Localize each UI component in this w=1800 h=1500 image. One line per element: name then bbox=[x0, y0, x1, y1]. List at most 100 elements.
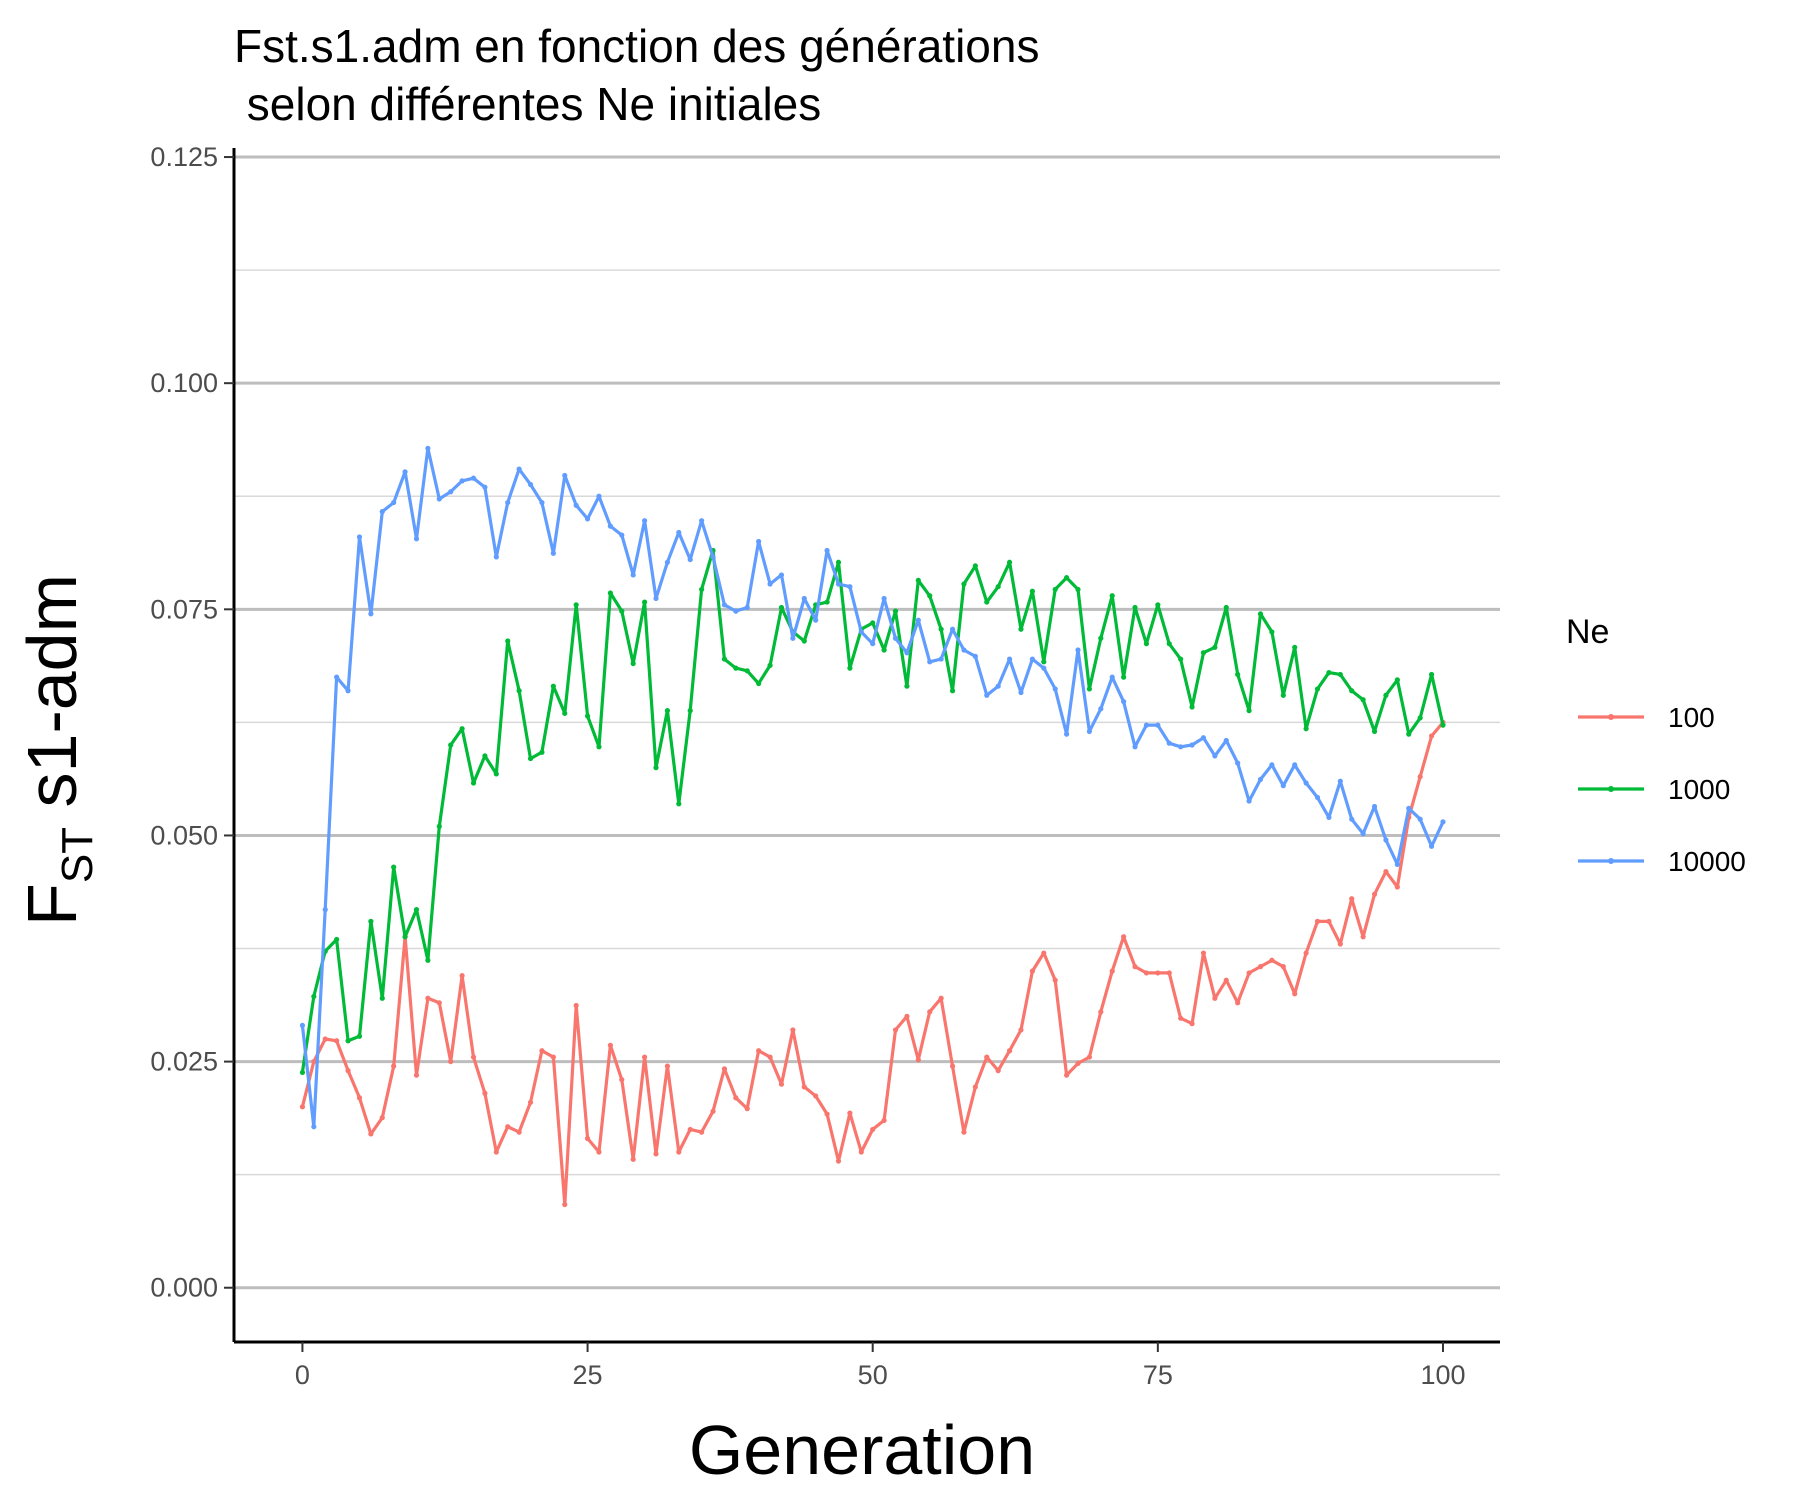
data-point bbox=[1086, 686, 1093, 692]
data-point bbox=[1200, 650, 1207, 656]
data-point bbox=[573, 602, 579, 608]
data-point bbox=[1303, 780, 1309, 786]
series-layer bbox=[299, 445, 1446, 1208]
data-point bbox=[915, 1057, 921, 1063]
data-point bbox=[1371, 803, 1378, 810]
data-point bbox=[334, 1038, 340, 1044]
chart-title-line-2: selon différentes Ne initiales bbox=[234, 78, 821, 130]
data-point bbox=[984, 599, 990, 605]
data-point bbox=[847, 1110, 853, 1116]
data-point bbox=[299, 1104, 306, 1110]
data-point bbox=[1428, 733, 1435, 739]
data-point bbox=[892, 608, 899, 614]
data-point bbox=[539, 1048, 545, 1054]
legend-key-point bbox=[1608, 714, 1614, 720]
data-point bbox=[892, 635, 899, 641]
data-point bbox=[1326, 670, 1332, 676]
data-point bbox=[311, 1058, 317, 1065]
data-point bbox=[1337, 671, 1343, 678]
data-point bbox=[927, 593, 933, 599]
data-point bbox=[1223, 604, 1229, 611]
data-point bbox=[744, 1106, 750, 1112]
data-point bbox=[607, 523, 613, 529]
data-point bbox=[949, 626, 956, 632]
data-point bbox=[1166, 740, 1172, 746]
data-point bbox=[1155, 970, 1161, 976]
data-point bbox=[1200, 950, 1207, 956]
data-point bbox=[767, 581, 773, 587]
data-point bbox=[1383, 692, 1389, 698]
data-point bbox=[1371, 891, 1378, 897]
data-point bbox=[1440, 722, 1446, 728]
data-point bbox=[699, 586, 705, 593]
data-point bbox=[824, 599, 830, 605]
data-point bbox=[1292, 991, 1298, 997]
data-point bbox=[425, 995, 431, 1001]
data-point bbox=[1086, 728, 1093, 735]
data-point bbox=[562, 472, 568, 479]
data-point bbox=[1063, 575, 1070, 581]
data-point bbox=[299, 1069, 306, 1076]
data-point bbox=[1280, 964, 1286, 970]
x-tick-label: 50 bbox=[858, 1360, 888, 1390]
data-point bbox=[619, 532, 625, 538]
data-point bbox=[995, 683, 1001, 689]
data-point bbox=[653, 765, 659, 771]
data-point bbox=[641, 1054, 648, 1060]
data-point bbox=[527, 755, 534, 762]
data-point bbox=[892, 1027, 899, 1033]
data-point bbox=[641, 518, 648, 524]
data-point bbox=[995, 584, 1001, 590]
data-point bbox=[322, 907, 328, 913]
data-point bbox=[596, 493, 602, 499]
data-point bbox=[459, 973, 465, 979]
data-point bbox=[927, 659, 933, 665]
data-point bbox=[1143, 722, 1150, 728]
data-point bbox=[1063, 731, 1070, 737]
data-point bbox=[847, 665, 853, 671]
x-tick-label: 75 bbox=[1143, 1360, 1173, 1390]
y-tick-label: 0.000 bbox=[150, 1273, 218, 1303]
data-point bbox=[1075, 586, 1081, 593]
data-point bbox=[391, 864, 397, 870]
data-point bbox=[938, 995, 944, 1001]
data-point bbox=[664, 708, 671, 714]
data-point bbox=[448, 489, 454, 495]
data-point bbox=[1269, 762, 1275, 768]
data-point bbox=[1132, 604, 1138, 611]
data-point bbox=[1041, 950, 1047, 956]
data-point bbox=[1212, 995, 1218, 1001]
data-point bbox=[767, 1054, 773, 1060]
data-point bbox=[550, 683, 556, 689]
data-point bbox=[1212, 753, 1218, 759]
data-point bbox=[596, 1149, 602, 1155]
data-point bbox=[1132, 964, 1138, 970]
data-point bbox=[1121, 698, 1127, 705]
data-point bbox=[1406, 805, 1412, 811]
data-point bbox=[413, 536, 420, 542]
data-point bbox=[1212, 644, 1218, 650]
data-point bbox=[1440, 819, 1446, 825]
data-point bbox=[1178, 1015, 1184, 1021]
data-point bbox=[744, 604, 750, 611]
data-point bbox=[368, 1131, 374, 1137]
data-point bbox=[527, 481, 534, 488]
data-point bbox=[790, 1027, 796, 1033]
data-point bbox=[904, 1013, 910, 1019]
data-point bbox=[413, 1072, 420, 1078]
data-point bbox=[1371, 728, 1378, 735]
y-tick-label: 0.075 bbox=[150, 594, 218, 624]
series-10000 bbox=[299, 445, 1446, 1130]
data-point bbox=[1314, 686, 1321, 692]
data-point bbox=[870, 1126, 876, 1133]
legend-label: 10000 bbox=[1668, 846, 1746, 877]
data-point bbox=[1314, 918, 1321, 924]
data-point bbox=[482, 1090, 488, 1096]
data-point bbox=[778, 604, 785, 611]
data-point bbox=[858, 1149, 864, 1155]
data-point bbox=[345, 1038, 351, 1044]
data-point bbox=[1417, 774, 1423, 780]
legend: Ne 100 1000 10000 bbox=[1566, 613, 1746, 877]
data-point bbox=[470, 475, 477, 481]
data-point bbox=[1337, 778, 1343, 784]
